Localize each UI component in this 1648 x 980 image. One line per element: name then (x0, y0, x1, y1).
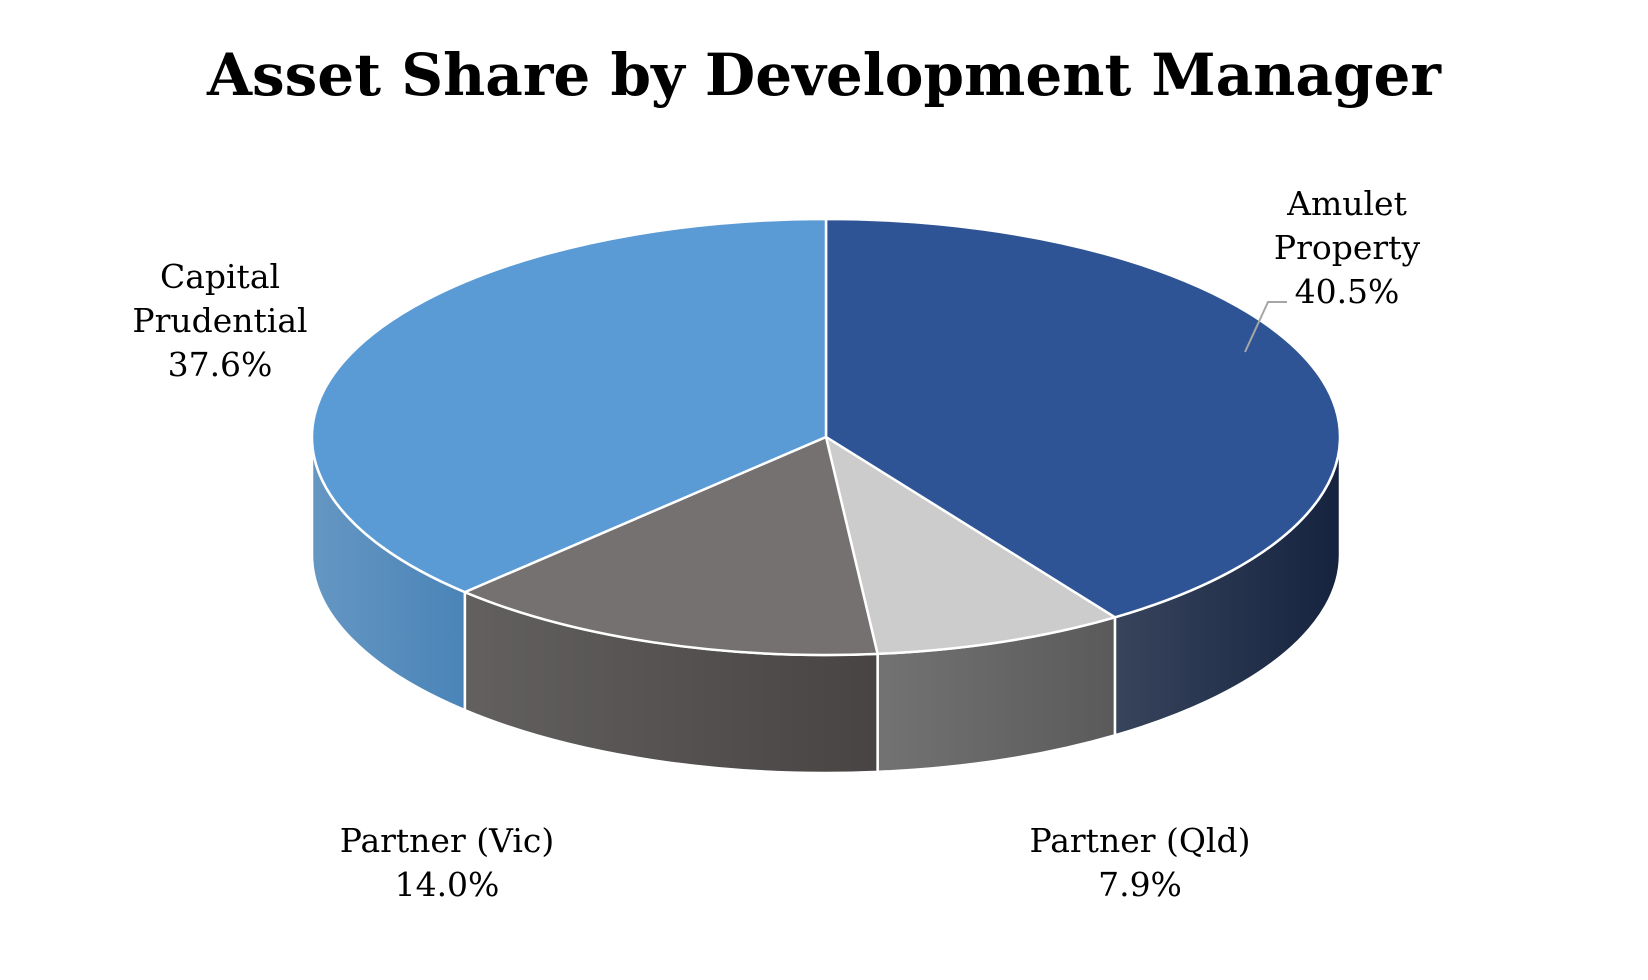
data-label-name: Prudential (132, 301, 307, 340)
pie-sides (310, 435, 1342, 775)
slice-capital-prudential (310, 217, 828, 594)
data-label-value: 14.0% (395, 865, 500, 904)
data-label-name: Capital (160, 257, 280, 296)
slice-amulet-property (824, 217, 1342, 619)
data-label-capital-prudential: Capital Prudential 37.6% (132, 257, 307, 384)
data-label-name: Partner (Qld) (1030, 821, 1251, 860)
slice-partner-vic (463, 435, 879, 657)
chart-title: Asset Share by Development Manager (206, 41, 1442, 109)
data-label-name: Property (1274, 228, 1421, 267)
pie-tops (310, 217, 1342, 657)
slice-partner-qld (824, 435, 1117, 656)
data-label-partner-vic: Partner (Vic) 14.0% (340, 821, 555, 904)
data-label-value: 7.9% (1098, 865, 1182, 904)
data-label-value: 37.6% (168, 345, 273, 384)
leader-line (1244, 301, 1287, 353)
data-label-name: Partner (Vic) (340, 821, 555, 860)
data-label-name: Amulet (1286, 184, 1407, 223)
data-label-partner-qld: Partner (Qld) 7.9% (1030, 821, 1251, 904)
data-label-amulet-property: Amulet Property 40.5% (1244, 184, 1421, 353)
data-label-value: 40.5% (1295, 272, 1400, 311)
